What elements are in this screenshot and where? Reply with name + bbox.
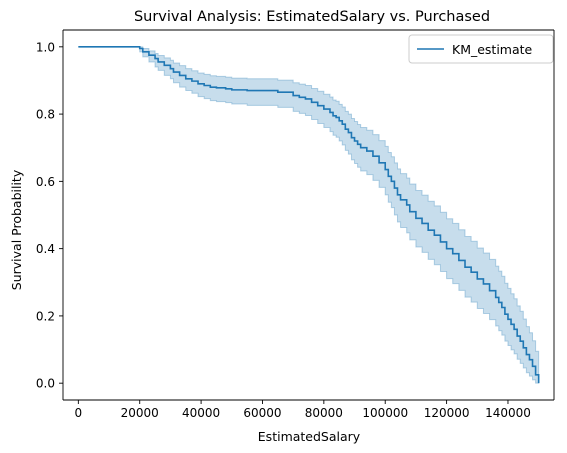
- y-tick-label: 0.8: [36, 108, 55, 122]
- x-axis-label: EstimatedSalary: [258, 429, 361, 444]
- y-tick-label: 0.0: [36, 377, 55, 391]
- x-tick-label: 60000: [243, 406, 281, 420]
- km-estimate-line-0: [78, 46, 540, 384]
- legend: KM_estimate: [408, 34, 554, 64]
- x-tick-label: 20000: [121, 406, 159, 420]
- y-tick-label: 0.2: [36, 309, 55, 323]
- confidence-band-0: [78, 46, 540, 384]
- chart-title: Survival Analysis: EstimatedSalary vs. P…: [134, 9, 490, 25]
- legend-box: [408, 34, 554, 64]
- legend-label-km-estimate: KM_estimate: [452, 42, 533, 57]
- x-tick-label: 120000: [424, 406, 470, 420]
- axes: [62, 29, 555, 401]
- y-tick-label: 0.4: [36, 242, 55, 256]
- x-tick-label: 0: [75, 406, 83, 420]
- x-tick-label: 100000: [362, 406, 408, 420]
- y-axis-label: Survival Probability: [9, 169, 24, 290]
- x-tick-label: 40000: [182, 406, 220, 420]
- y-tick-label: 0.6: [36, 175, 55, 189]
- ticks: 0 20000 40000 60000 80000 100000 120000 140000 0…: [36, 40, 531, 420]
- x-tick-label: 80000: [305, 406, 343, 420]
- plot-area: [78, 46, 540, 384]
- y-tick-label: 1.0: [36, 40, 55, 54]
- x-tick-label: 140000: [485, 406, 531, 420]
